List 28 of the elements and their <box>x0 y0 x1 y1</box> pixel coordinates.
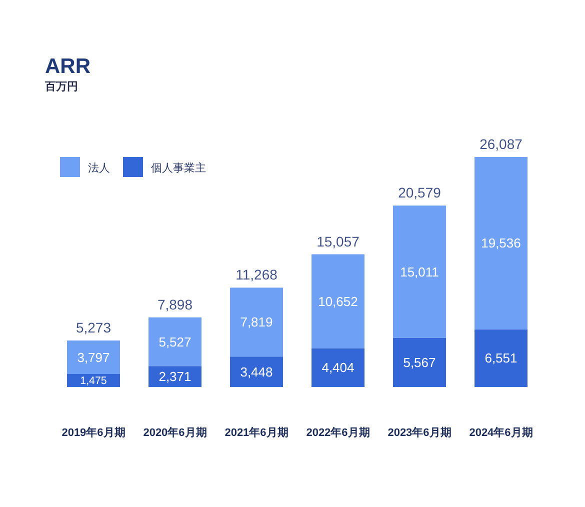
total-label: 5,273 <box>76 320 112 336</box>
x-tick-label: 2020年6月期 <box>143 427 207 439</box>
total-label: 26,087 <box>480 136 522 152</box>
value-label: 6,551 <box>484 350 518 366</box>
x-tick-label: 2019年6月期 <box>62 427 126 439</box>
legend-label: 個人事業主 <box>151 162 206 174</box>
value-label: 3,448 <box>240 364 273 380</box>
x-tick-label: 2021年6月期 <box>224 427 288 439</box>
value-label: 4,404 <box>322 360 354 376</box>
total-label: 15,057 <box>316 233 360 250</box>
value-label: 10,652 <box>318 294 358 309</box>
value-label: 3,797 <box>77 350 110 365</box>
total-label: 7,898 <box>157 296 193 312</box>
value-label: 5,567 <box>403 355 436 370</box>
value-label: 2,371 <box>158 369 192 384</box>
x-tick-label: 2023年6月期 <box>388 427 452 439</box>
value-label: 7,819 <box>240 314 273 330</box>
value-label: 5,527 <box>158 334 192 350</box>
title: ARR <box>45 55 90 78</box>
value-label: 15,011 <box>400 264 439 280</box>
x-tick-label: 2022年6月期 <box>306 427 370 439</box>
total-label: 20,579 <box>398 184 441 201</box>
value-label: 19,536 <box>481 236 521 251</box>
legend-label: 法人 <box>88 162 110 174</box>
value-label: 1,475 <box>80 375 107 388</box>
subtitle: 百万円 <box>45 81 78 93</box>
x-tick-label: 2024年6月期 <box>469 427 533 439</box>
total-label: 11,268 <box>236 266 278 283</box>
